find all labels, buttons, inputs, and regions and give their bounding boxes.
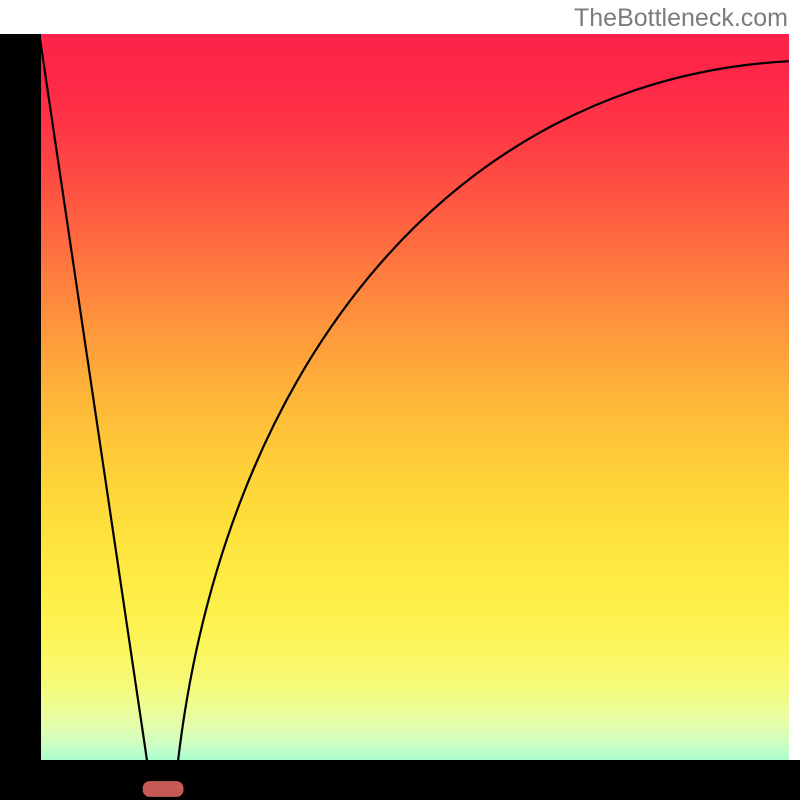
curves-layer <box>0 0 800 800</box>
optimal-marker <box>143 781 184 797</box>
watermark-text: TheBottleneck.com <box>574 4 788 33</box>
right-curve <box>175 61 789 787</box>
left-curve <box>39 34 151 787</box>
